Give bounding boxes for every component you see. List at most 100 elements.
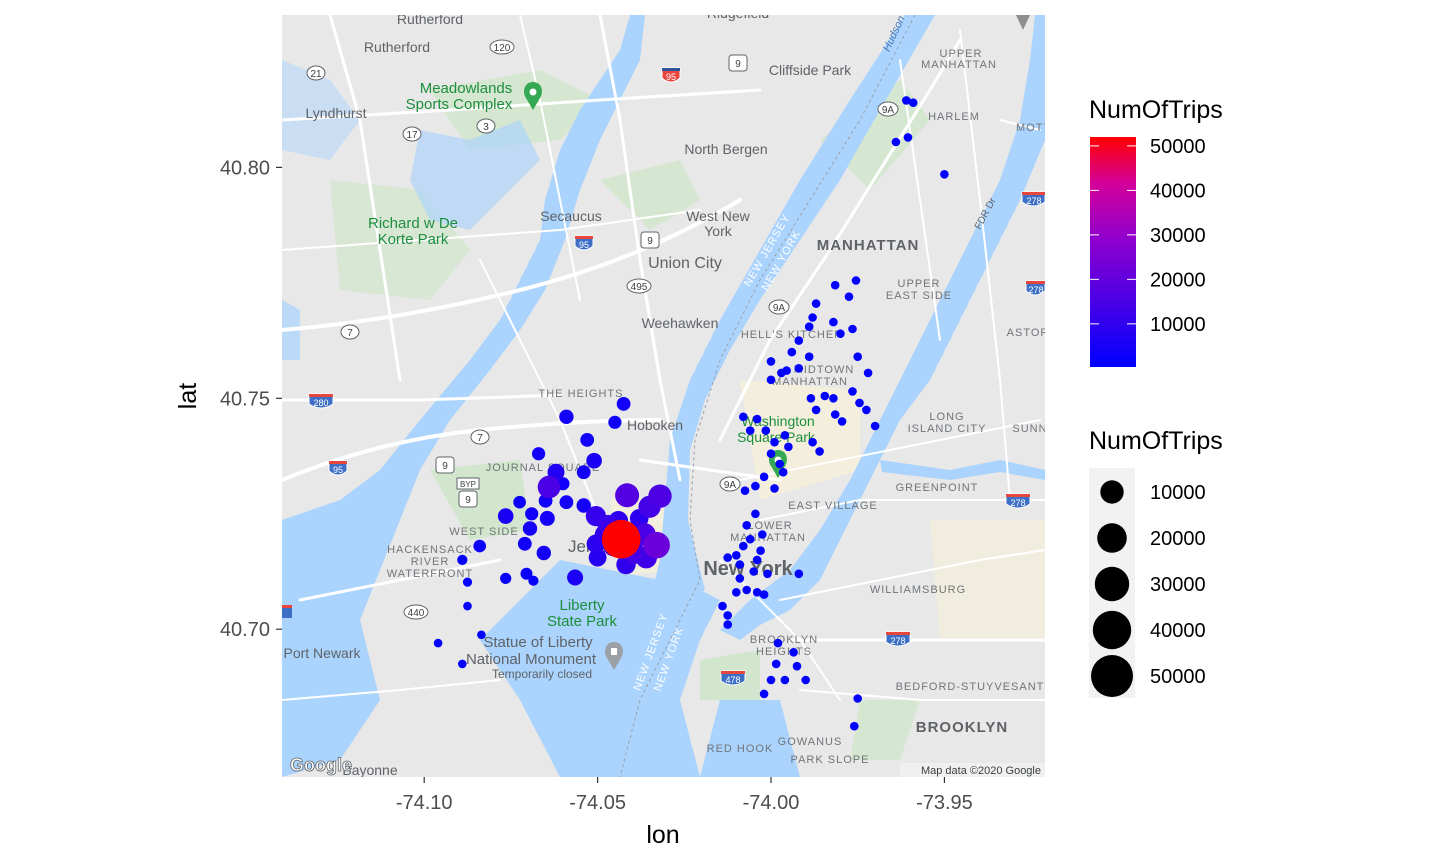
- color-legend-title: NumOfTrips: [1089, 96, 1223, 124]
- monument-pin-icon: [605, 642, 623, 670]
- size-legend-key: [1092, 610, 1132, 650]
- place-label: RED HOOK: [707, 743, 774, 755]
- x-tick-label: -73.95: [916, 792, 973, 814]
- trip-point: [830, 280, 840, 290]
- trip-point: [615, 483, 640, 508]
- trip-point: [763, 569, 772, 579]
- state-shield: 3: [476, 118, 496, 134]
- trip-point: [752, 555, 762, 565]
- svg-text:495: 495: [631, 282, 648, 293]
- trip-point: [808, 437, 817, 447]
- svg-text:3: 3: [483, 122, 489, 133]
- trip-point: [766, 449, 776, 459]
- place-label: Bayonne: [342, 762, 397, 778]
- state-shield: 9A: [719, 476, 741, 492]
- trip-point: [902, 96, 911, 105]
- trip-point: [648, 484, 672, 508]
- trip-point: [740, 486, 750, 496]
- place-label: BROOKLYN: [916, 719, 1008, 736]
- trip-point: [773, 638, 783, 648]
- basemap: Rutherford Rutherford Ridgefield Cliffsi…: [282, 15, 1064, 778]
- trip-point: [794, 336, 804, 345]
- svg-text:280: 280: [313, 398, 328, 408]
- trip-point: [850, 721, 859, 731]
- interstate-shield: 280: [308, 393, 334, 409]
- svg-text:278: 278: [890, 636, 905, 646]
- state-shield: 7: [470, 429, 490, 445]
- trip-point: [870, 421, 880, 431]
- trip-point: [462, 577, 473, 587]
- trip-point: [723, 553, 732, 562]
- trip-point: [808, 313, 817, 322]
- y-tick-label: 40.75: [220, 388, 270, 410]
- place-label: UPPER: [898, 278, 941, 290]
- trip-point: [853, 352, 862, 362]
- trip-point: [782, 366, 791, 375]
- svg-text:95: 95: [666, 72, 676, 82]
- size-legend-label: 50000: [1150, 666, 1206, 688]
- trip-point: [863, 368, 873, 378]
- trip-point: [766, 375, 776, 385]
- trip-point: [723, 611, 732, 620]
- trip-point: [742, 521, 751, 530]
- place-label: MOTT H: [1016, 122, 1064, 134]
- trip-point: [815, 447, 824, 456]
- place-label: Meadowlands: [420, 80, 513, 97]
- trip-point: [457, 554, 468, 566]
- place-label: North Bergen: [684, 141, 767, 157]
- trip-point: [771, 659, 781, 669]
- trip-point: [784, 442, 793, 452]
- place-label: Cliffside Park: [769, 62, 852, 78]
- state-shield: 495: [626, 278, 652, 294]
- size-legend-items: 10000 20000 30000 40000 50000: [1091, 480, 1206, 697]
- trip-point: [792, 661, 802, 671]
- state-shield: 440: [403, 604, 429, 620]
- place-label: ASTOR: [1007, 327, 1050, 339]
- trip-point: [766, 357, 776, 366]
- size-legend-label: 30000: [1150, 574, 1206, 596]
- trip-point: [761, 426, 771, 435]
- trip-point: [735, 574, 745, 583]
- place-label: HACKENSACK: [387, 544, 473, 556]
- place-label: EAST VILLAGE: [788, 500, 877, 512]
- size-legend-label: 40000: [1150, 620, 1206, 642]
- trip-point: [473, 539, 487, 553]
- place-label: HELL'S KITCHEN: [741, 329, 843, 341]
- place-label: MANHATTAN: [730, 532, 806, 544]
- state-shield: 120: [489, 39, 515, 55]
- trip-point: [794, 364, 804, 373]
- place-label: Secaucus: [540, 208, 601, 224]
- place-label: Square Park: [737, 429, 816, 445]
- svg-text:9: 9: [465, 495, 471, 506]
- size-legend-label: 20000: [1150, 528, 1206, 550]
- place-label: Rutherford: [364, 39, 430, 55]
- trip-point: [752, 588, 762, 597]
- trip-point: [739, 412, 748, 422]
- trip-point: [749, 567, 758, 576]
- size-legend-label: 10000: [1150, 482, 1206, 504]
- trip-point: [463, 601, 472, 611]
- trip-point: [820, 391, 830, 401]
- interstate-shield: 278: [1005, 493, 1031, 509]
- trip-point: [787, 347, 797, 357]
- y-axis: 40.70 40.75 40.80: [220, 157, 282, 641]
- trip-point: [732, 551, 741, 560]
- us-shield: 9: [640, 231, 660, 249]
- place-label: York: [704, 223, 733, 239]
- place-label: Lyndhurst: [306, 105, 367, 121]
- colorbar: [1090, 137, 1136, 367]
- trip-point: [829, 394, 838, 403]
- place-label: Korte Park: [378, 231, 449, 248]
- size-legend-key: [1094, 566, 1130, 602]
- trip-point: [908, 98, 918, 107]
- size-legend-key: [1097, 523, 1127, 553]
- place-label: PARK SLOPE: [791, 754, 870, 766]
- trip-point: [851, 276, 861, 285]
- place-label: UPPER: [940, 48, 983, 60]
- trip-point: [837, 417, 847, 426]
- place-label: MANHATTAN: [817, 237, 920, 254]
- y-tick-label: 40.70: [220, 619, 270, 641]
- trip-point: [528, 575, 539, 586]
- trip-point: [539, 510, 555, 526]
